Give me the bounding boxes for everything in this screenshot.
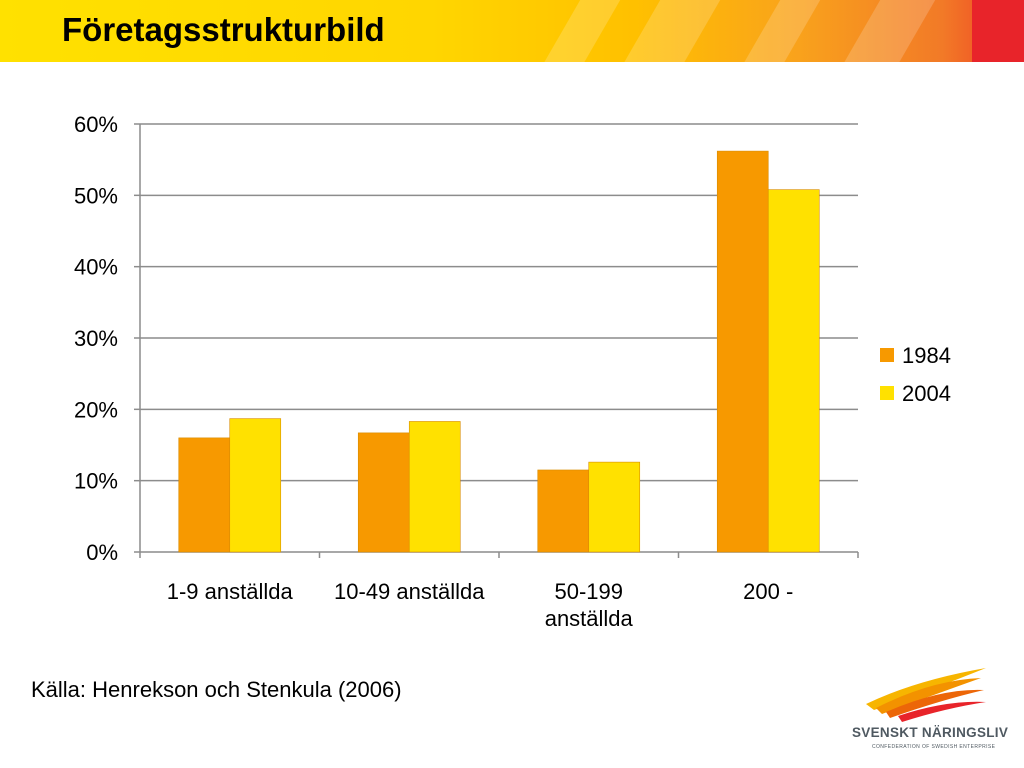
bar-1984-2 [537,469,590,553]
x-category-label: 50-199 [554,579,623,604]
bar-chart: 0% 10% 20% 30% 40% 50% 60% 1-9 anställda 10-49 a… [74,112,951,631]
legend-swatch-1984 [880,348,894,362]
x-category-label: anställda [545,606,634,631]
x-category-label: 200 - [743,579,793,604]
title-bar: Företagsstrukturbild [0,0,1024,62]
legend-swatch-2004 [880,386,894,400]
x-category-label: 10-49 anställda [334,579,485,604]
source-citation: Källa: Henrekson och Stenkula (2006) [31,677,402,702]
svg-text:SVENSKT NÄRINGSLIV: SVENSKT NÄRINGSLIV [852,725,1008,740]
svg-text:CONFEDERATION OF SWEDISH ENTER: CONFEDERATION OF SWEDISH ENTERPRISE [872,744,996,750]
bar-2004-2 [588,461,641,553]
bar-2004-3 [767,189,820,553]
y-tick-label: 20% [74,397,118,422]
legend-label-1984: 1984 [902,343,951,368]
title-bar-accent [972,0,1024,62]
page-title: Företagsstrukturbild [62,11,385,48]
legend-label-2004: 2004 [902,381,951,406]
bar-2004-1 [408,421,461,553]
y-tick-label: 60% [74,112,118,137]
bar-1984-1 [357,432,410,553]
y-tick-label: 40% [74,255,118,280]
y-tick-label: 0% [86,540,118,565]
bar-2004-0 [229,418,282,553]
y-tick-label: 10% [74,469,118,494]
y-tick-label: 50% [74,183,118,208]
y-tick-label: 30% [74,326,118,351]
x-category-label: 1-9 anställda [167,579,294,604]
bar-1984-0 [178,437,231,553]
bar-1984-3 [716,150,769,553]
svenskt-naringsliv-logo: SVENSKT NÄRINGSLIV CONFEDERATION OF SWED… [852,668,1008,750]
